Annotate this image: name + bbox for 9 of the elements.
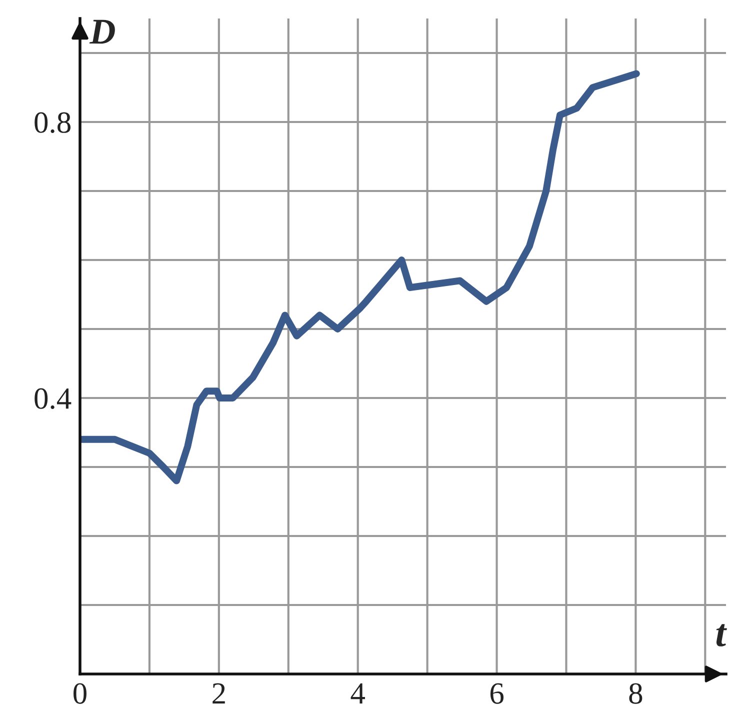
x-tick-label: 2 xyxy=(212,683,225,704)
x-tick-label: 6 xyxy=(490,683,504,704)
y-tick-label: 0.4 xyxy=(34,388,72,410)
x-tick-label: 4 xyxy=(350,683,366,704)
y-tick-label: 0.8 xyxy=(34,112,70,134)
x-axis-title: t xyxy=(716,624,727,646)
x-tick-label: 0 xyxy=(74,683,86,704)
y-axis-title: D xyxy=(89,20,115,44)
x-tick-label: 8 xyxy=(629,683,642,704)
